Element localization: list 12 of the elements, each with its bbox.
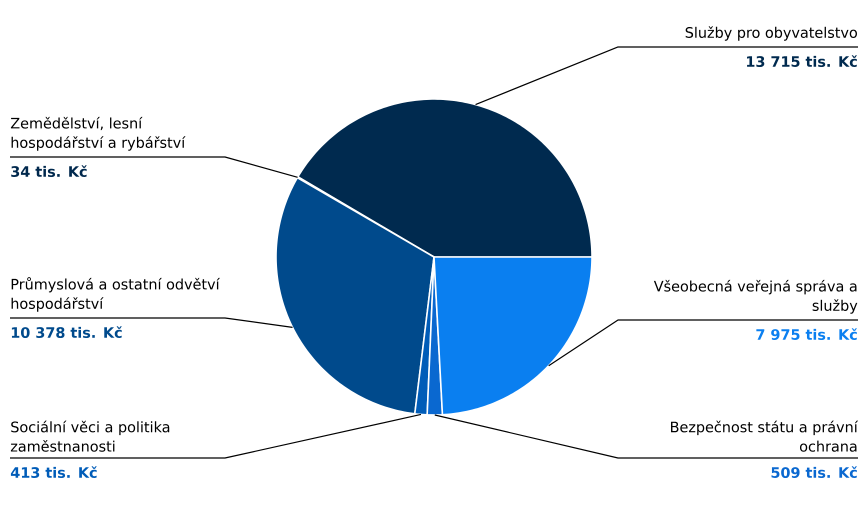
slice-label: Zemědělství, lesní hospodářství a rybářství	[10, 116, 186, 151]
slice-label: Průmyslová a ostatní odvětví hospodářství	[12, 277, 220, 312]
data-label: 10 378 tis. Kč	[12, 326, 122, 338]
slice-label: Všeobecná veřejná správa a služby	[654, 280, 858, 314]
slice-label: Bezpečnost státu a právní ochrana	[671, 420, 858, 452]
slice-label: Služby pro obyvatelstvo	[686, 26, 857, 41]
data-label: 34 tis. Kč	[11, 165, 87, 177]
data-label: 7 975 tis. Kč	[756, 328, 857, 340]
slice-label: Sociální věci a politika zaměstnanosti	[10, 420, 170, 452]
data-label: 509 tis. Kč	[772, 466, 857, 478]
data-label: 413 tis. Kč	[10, 466, 97, 478]
data-label: 13 715 tis. Kč	[747, 55, 857, 67]
